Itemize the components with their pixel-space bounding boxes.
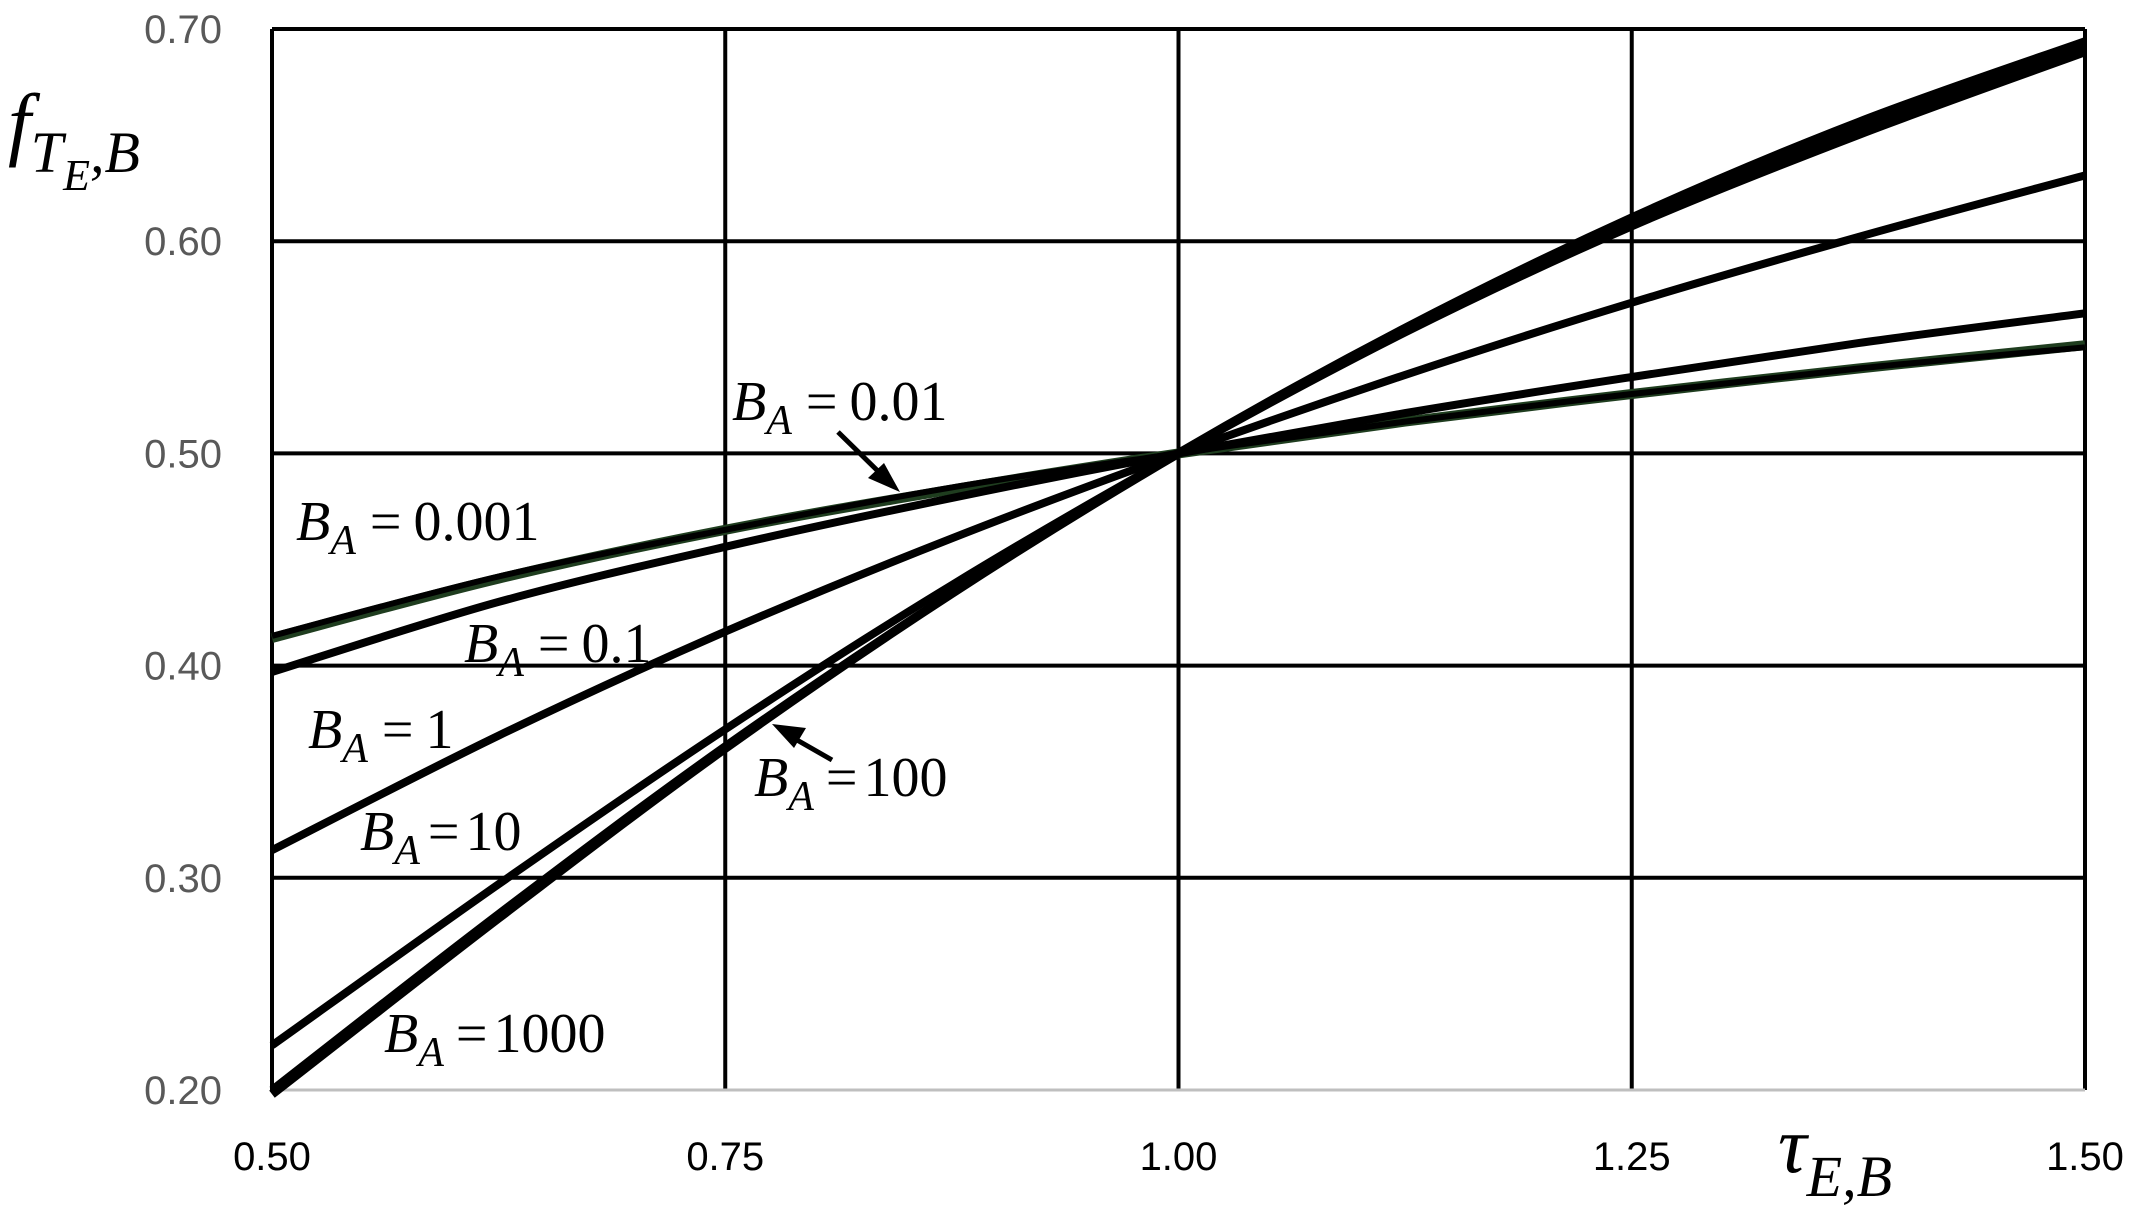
- x-tick-label: 0.50: [233, 1135, 311, 1179]
- y-tick-label: 0.40: [144, 645, 222, 689]
- label-ba-0-01: BA = 0.01: [732, 371, 947, 444]
- grid: [270, 27, 2087, 1092]
- x-tick-label: 0.75: [686, 1135, 764, 1179]
- x-tick-label: 1.25: [1593, 1135, 1671, 1179]
- label-ba-1000: BA = 1000: [384, 1003, 605, 1076]
- label-ba-0-001: BA = 0.001: [296, 491, 539, 564]
- series-line-6: [269, 37, 2087, 1098]
- x-tick-label: 1.00: [1140, 1135, 1218, 1179]
- y-tick-label: 0.60: [144, 220, 222, 264]
- label-ba-100: BA = 100: [754, 747, 947, 820]
- arrow-ba-100: [772, 724, 834, 763]
- series-lines: [269, 37, 2087, 1098]
- arrow-ba-0-01: [836, 430, 900, 492]
- y-axis-label: fTE,B: [8, 77, 140, 200]
- y-tick-label: 0.20: [144, 1069, 222, 1113]
- label-ba-10: BA = 10: [360, 801, 521, 874]
- label-ba-1: BA = 1: [308, 699, 453, 772]
- y-tick-label: 0.30: [144, 857, 222, 901]
- label-ba-0-1: BA = 0.1: [464, 613, 651, 686]
- y-tick-label: 0.50: [144, 432, 222, 476]
- x-axis-label: τE,B: [1778, 1102, 1892, 1209]
- x-tick-label: 1.50: [2046, 1135, 2124, 1179]
- y-tick-label: 0.70: [144, 8, 222, 52]
- tick-labels: 0.50 0.75 1.00 1.25 1.50 0.20 0.30 0.40 0.50 0.60…: [144, 8, 2124, 1179]
